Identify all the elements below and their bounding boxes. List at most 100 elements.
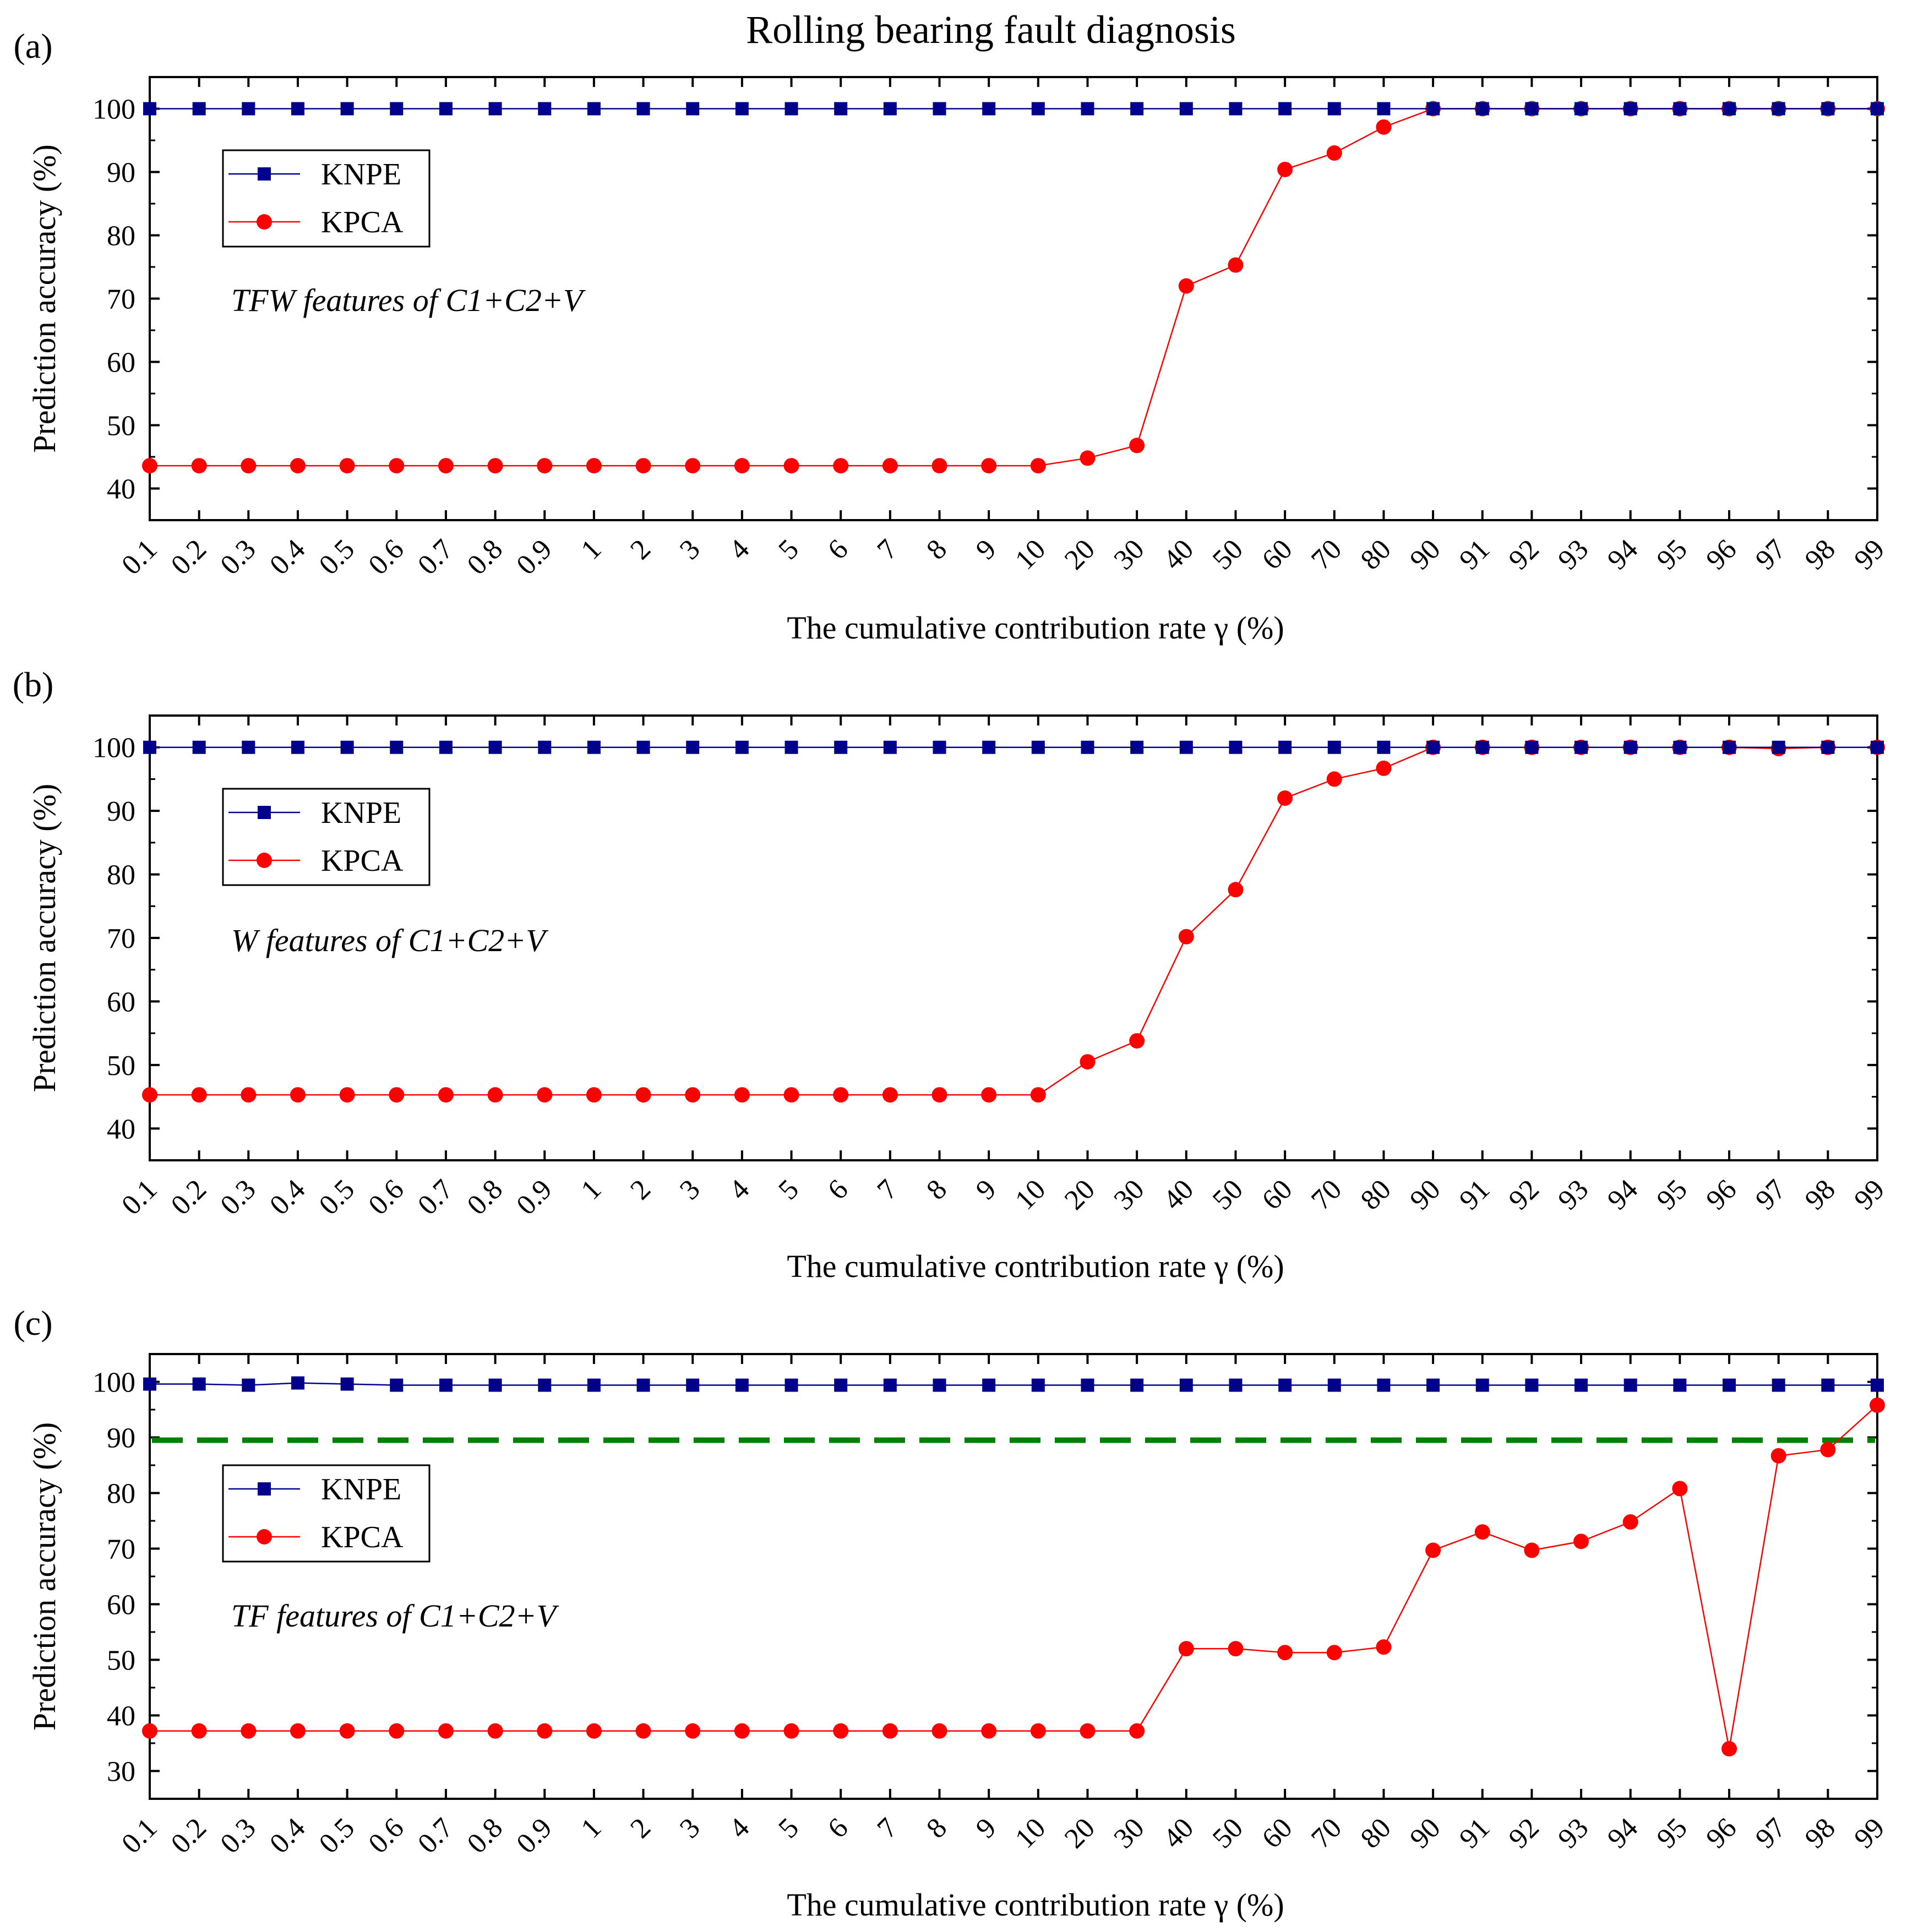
kpca-point (635, 1723, 651, 1739)
knpe-point (242, 102, 255, 116)
knpe-point (1229, 102, 1243, 116)
knpe-point (1772, 740, 1785, 754)
knpe-point (1871, 102, 1884, 116)
y-tick-label: 70 (107, 923, 135, 954)
knpe-point (933, 1378, 946, 1392)
knpe-point (1723, 740, 1736, 754)
knpe-point (1426, 102, 1440, 116)
knpe-point (982, 102, 996, 116)
y-axis-title: Prediction accuracy (%) (26, 784, 62, 1092)
y-tick-label: 80 (107, 221, 135, 252)
knpe-point (538, 1378, 552, 1392)
knpe-point (636, 1378, 650, 1392)
kpca-point (1326, 145, 1342, 161)
kpca-point (931, 1087, 947, 1103)
kpca-point (1080, 450, 1096, 466)
kpca-point (537, 458, 553, 474)
knpe-point (686, 740, 700, 754)
kpca-point (1129, 1723, 1145, 1739)
kpca-point (1228, 1641, 1244, 1657)
kpca-point (586, 458, 602, 474)
knpe-point (1426, 1378, 1440, 1392)
knpe-point (982, 1378, 996, 1392)
knpe-point (488, 1378, 502, 1392)
kpca-point (981, 1723, 997, 1739)
knpe-point (1179, 1378, 1193, 1392)
kpca-point (1524, 1542, 1540, 1558)
kpca-point (142, 1723, 157, 1739)
knpe-point (1623, 1378, 1637, 1392)
knpe-point (982, 740, 996, 754)
knpe-point (242, 1378, 255, 1392)
knpe-point (1377, 740, 1391, 754)
y-tick-label: 40 (107, 1701, 135, 1732)
kpca-point (142, 458, 157, 474)
knpe-point (1130, 740, 1144, 754)
knpe-point (439, 740, 453, 754)
legend: KNPE KPCA (222, 1464, 431, 1563)
knpe-point (143, 740, 156, 754)
panel-label: (c) (13, 1303, 52, 1342)
kpca-point (783, 1087, 799, 1103)
knpe-point (291, 740, 304, 754)
y-tick-label: 30 (107, 1756, 135, 1788)
legend-label-kpca: KPCA (321, 205, 404, 239)
kpca-point (438, 1087, 454, 1103)
knpe-point (439, 1378, 453, 1392)
y-tick-label: 100 (92, 1367, 135, 1399)
kpca-point (1870, 1397, 1885, 1413)
y-tick-label: 50 (107, 1050, 135, 1082)
kpca-point (1030, 1087, 1046, 1103)
knpe-point (291, 102, 304, 116)
feature-annotation: TF features of C1+C2+V (231, 1598, 560, 1634)
knpe-point (1081, 1378, 1094, 1392)
kpca-point (685, 1723, 701, 1739)
kpca-point (1228, 882, 1244, 898)
y-tick-label: 60 (107, 1590, 135, 1621)
knpe-point (1179, 102, 1193, 116)
legend-box (222, 149, 431, 248)
knpe-point (1081, 740, 1094, 754)
knpe-point (735, 102, 749, 116)
knpe-point (587, 740, 601, 754)
kpca-point (1376, 760, 1392, 776)
knpe-point (340, 102, 354, 116)
y-tick-label: 100 (92, 94, 135, 125)
kpca-point (191, 1087, 207, 1103)
knpe-point (686, 1378, 700, 1392)
kpca-point (241, 1087, 257, 1103)
knpe-point (883, 1378, 897, 1392)
knpe-point (242, 740, 255, 754)
knpe-point (1821, 102, 1835, 116)
kpca-point (882, 458, 898, 474)
legend: KNPE KPCA (222, 149, 431, 248)
kpca-point (487, 1723, 503, 1739)
kpca-point (1573, 1533, 1589, 1549)
knpe-point (933, 740, 946, 754)
knpe-point (1130, 1378, 1144, 1392)
y-tick-label: 90 (107, 157, 135, 189)
kpca-point (142, 1087, 157, 1103)
kpca-point (290, 1723, 306, 1739)
kpca-point (290, 1087, 306, 1103)
kpca-point (1721, 1741, 1737, 1757)
knpe-point (1673, 102, 1687, 116)
kpca-point (833, 458, 849, 474)
kpca-point (191, 1723, 207, 1739)
kpca-point (537, 1723, 553, 1739)
kpca-point (833, 1087, 849, 1103)
feature-annotation: TFW features of C1+C2+V (231, 282, 586, 318)
kpca-point (685, 1087, 701, 1103)
kpca-point (438, 458, 454, 474)
knpe-point (1327, 1378, 1341, 1392)
kpca-point (339, 458, 355, 474)
knpe-point (1525, 1378, 1539, 1392)
kpca-point (191, 458, 207, 474)
knpe-point (883, 740, 897, 754)
knpe-point (143, 1377, 156, 1391)
legend-kpca-marker (257, 214, 272, 230)
legend-box (222, 788, 431, 886)
kpca-point (290, 458, 306, 474)
kpca-point (783, 458, 799, 474)
